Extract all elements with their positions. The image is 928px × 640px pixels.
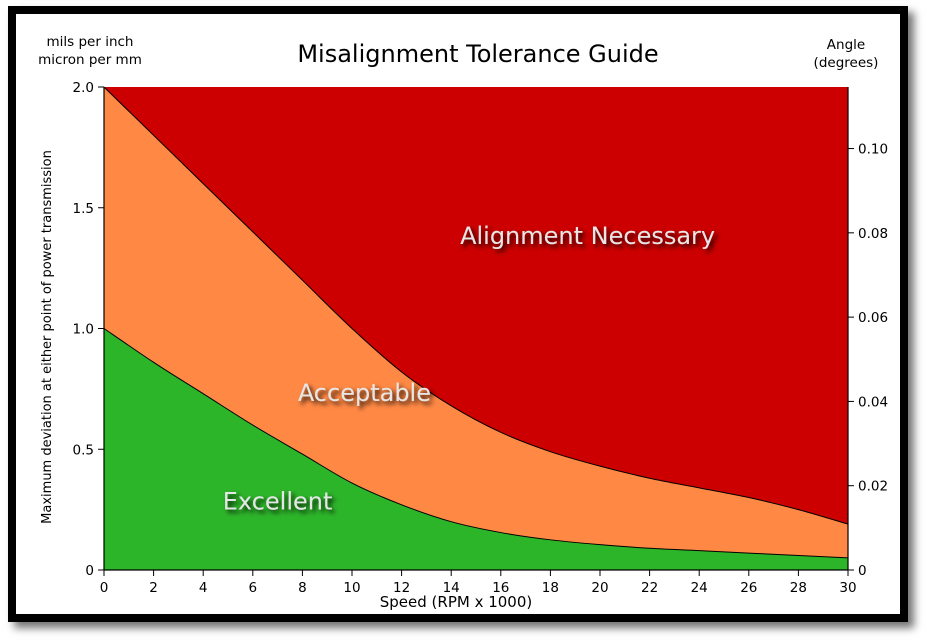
misalignment-chart: Excellent Acceptable Alignment Necessary 0… [38,34,888,611]
x-tick-label: 16 [492,580,509,596]
y2-tick-label: 0.08 [858,226,888,242]
zone-label-excellent: Excellent [223,488,333,516]
x-tick-label: 4 [199,580,208,596]
y-tick-label: 0.5 [73,442,94,458]
x-tick-label: 10 [343,580,360,596]
chart-title: Misalignment Tolerance Guide [297,40,658,68]
boundary-excellent [103,328,849,559]
x-axis-ticks: 0 2 4 6 8 10 12 14 16 18 20 22 24 26 28 30 [100,570,857,596]
x-tick-label: 6 [249,580,258,596]
y-units-line-2: micron per mm [38,52,142,68]
y-tick-label: 2.0 [73,80,94,96]
y2-tick-label: 0 [858,563,867,579]
x-tick-label: 8 [298,580,307,596]
y2-units-line-2: (degrees) [814,55,879,71]
y-tick-label: 0 [85,563,94,579]
zone-label-alignment-necessary: Alignment Necessary [460,222,715,250]
boundary-lines [103,86,849,559]
y2-units-line-1: Angle [827,37,865,53]
x-tick-label: 26 [740,580,757,596]
area-layer [104,87,848,570]
area-excellent [104,328,848,570]
x-tick-label: 20 [591,580,608,596]
y2-axis-ticks: 0 0.02 0.04 0.06 0.08 0.10 [848,142,888,579]
x-tick-label: 30 [839,580,856,596]
x-axis-label: Speed (RPM x 1000) [380,593,533,611]
chart-panel: Excellent Acceptable Alignment Necessary 0… [16,14,900,614]
boundary-acceptable [103,86,849,525]
y2-tick-label: 0.02 [858,479,888,495]
x-tick-label: 22 [641,580,658,596]
x-tick-label: 24 [691,580,708,596]
y-tick-label: 1.0 [73,322,94,338]
x-tick-label: 14 [443,580,460,596]
x-tick-label: 18 [542,580,559,596]
y2-tick-label: 0.04 [858,394,888,410]
y-axis-ticks: 0 0.5 1.0 1.5 2.0 [73,80,104,579]
x-tick-label: 0 [100,580,109,596]
y-axis-label: Maximum deviation at either point of pow… [40,150,55,524]
y-units-line-1: mils per inch [47,34,134,50]
zone-label-acceptable: Acceptable [298,379,431,407]
y2-tick-label: 0.06 [858,310,888,326]
x-tick-label: 12 [393,580,410,596]
x-tick-label: 2 [149,580,158,596]
zone-labels: Excellent Acceptable Alignment Necessary [223,222,715,516]
y-tick-label: 1.5 [73,201,94,217]
y2-tick-label: 0.10 [858,142,888,158]
x-tick-label: 28 [790,580,807,596]
chart-frame: Excellent Acceptable Alignment Necessary 0… [8,6,908,622]
